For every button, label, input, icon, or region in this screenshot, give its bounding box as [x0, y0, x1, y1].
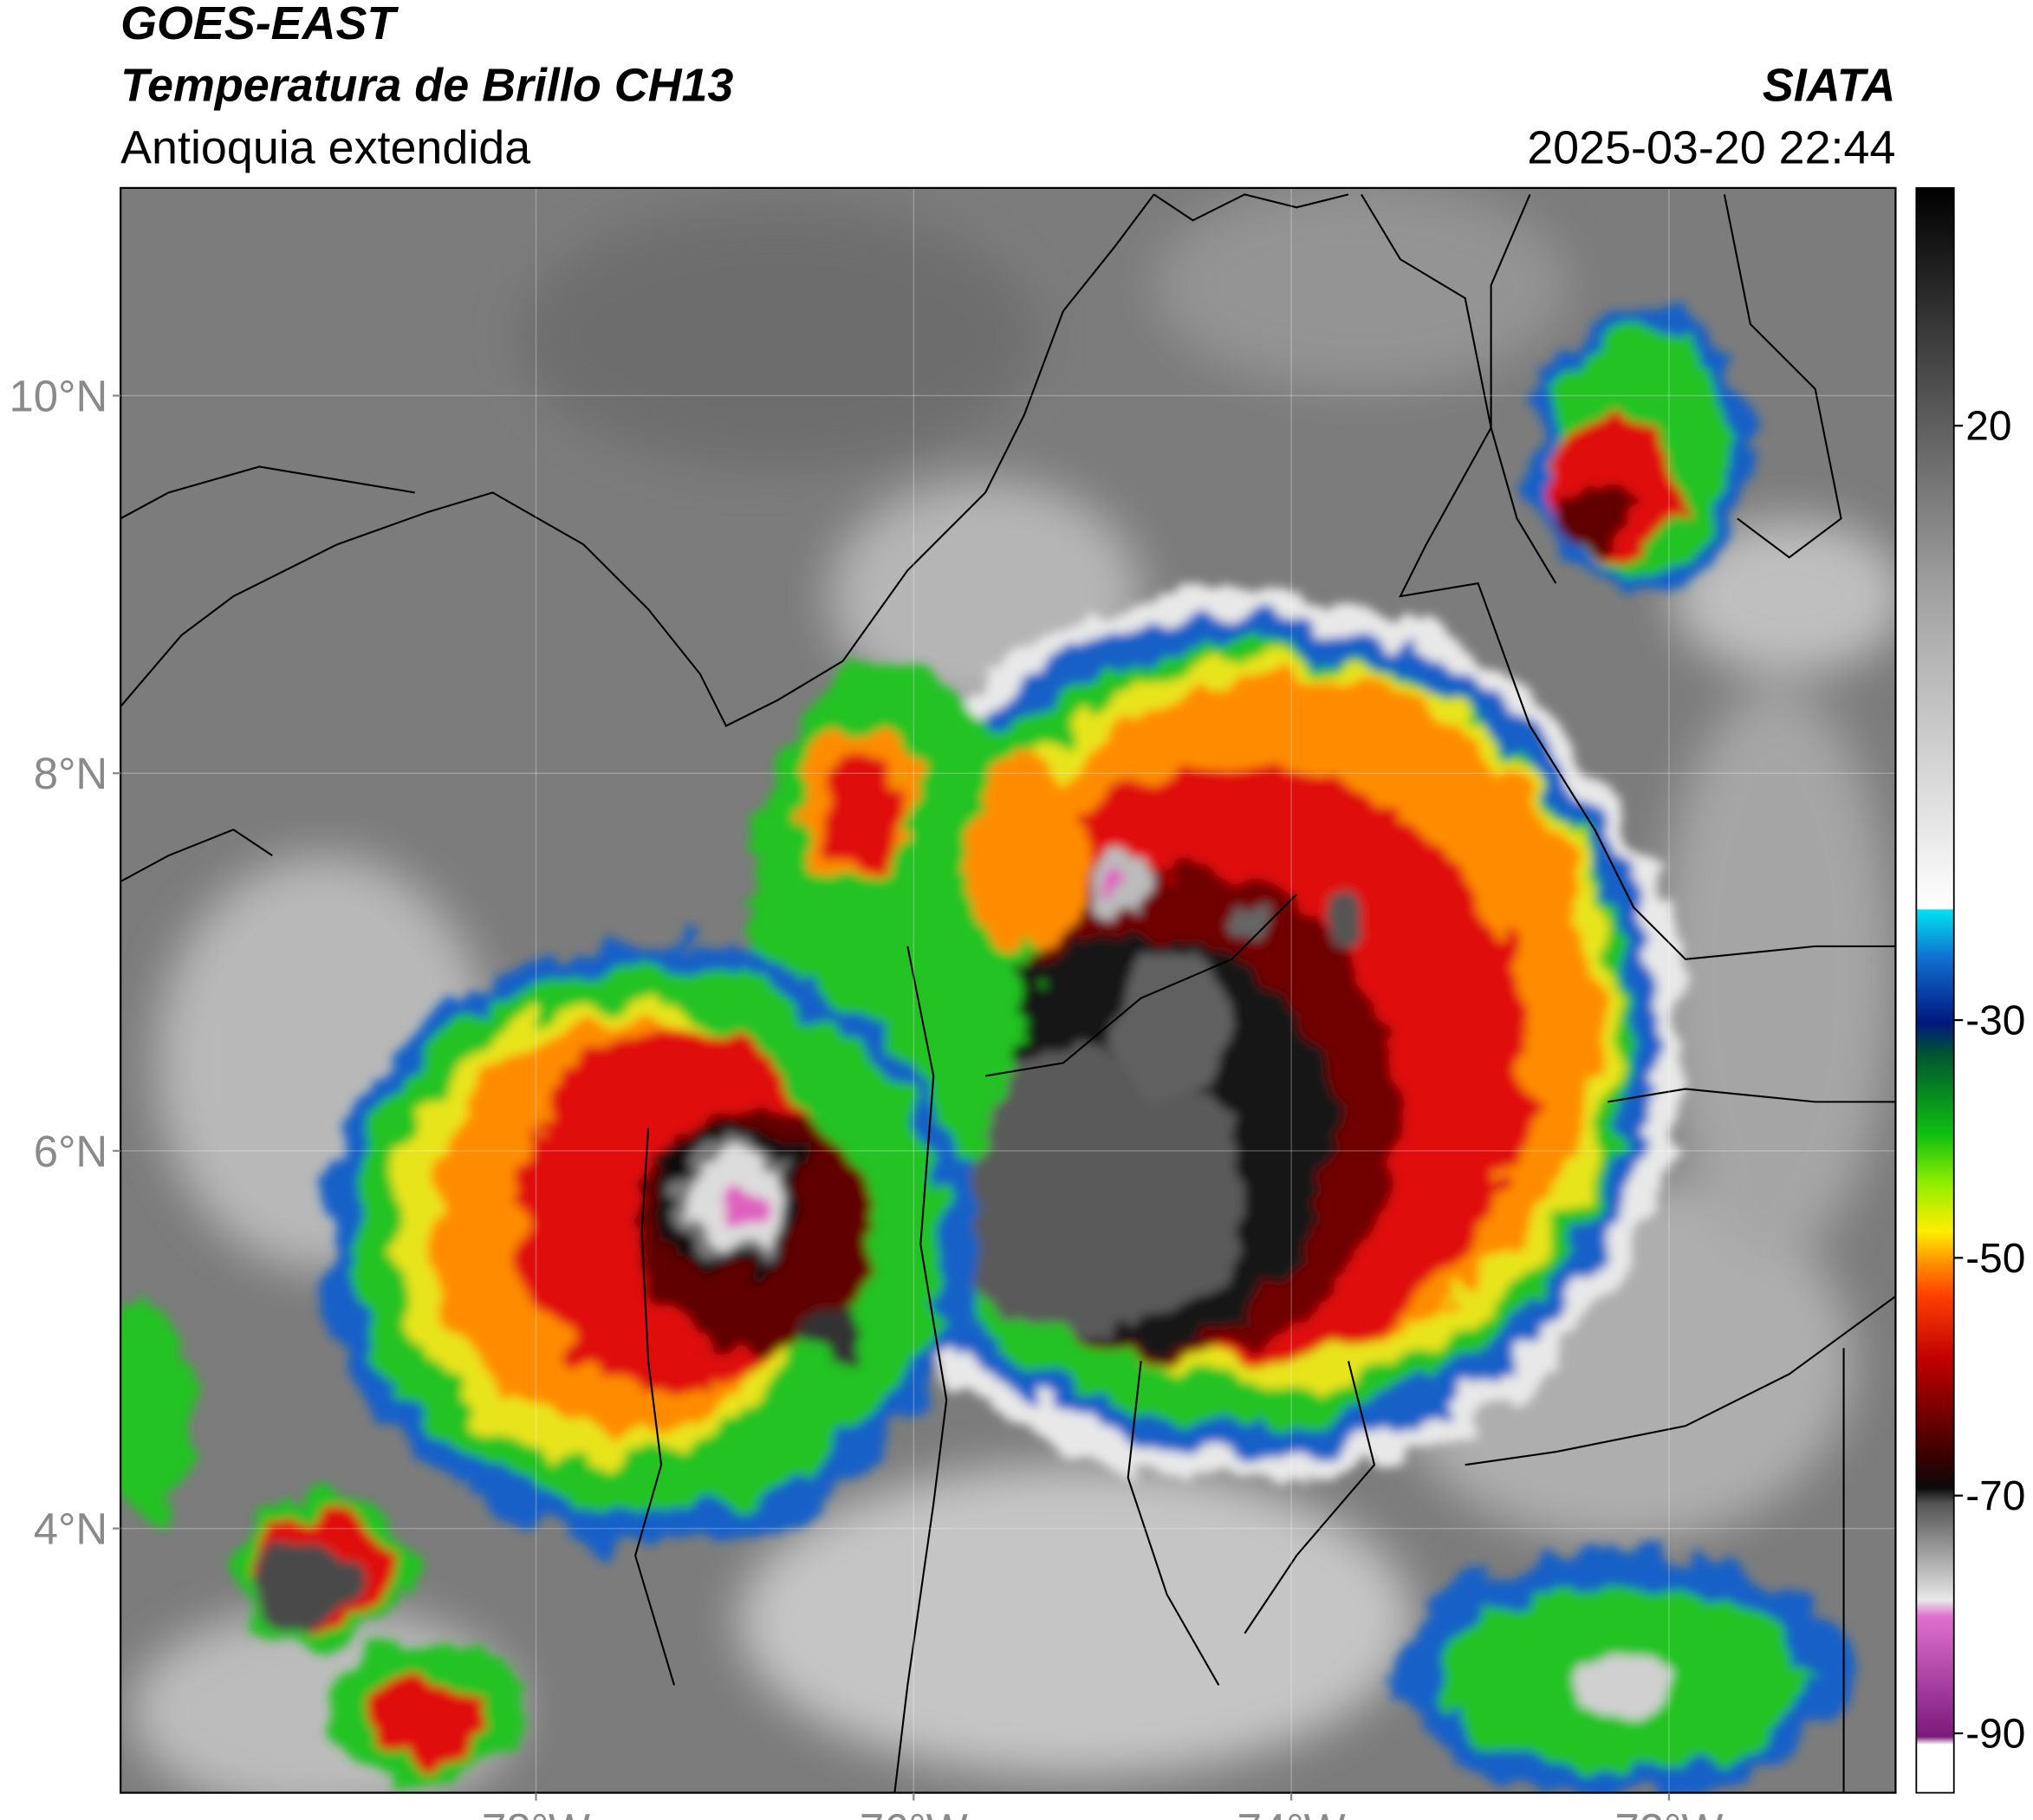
grid [120, 187, 1896, 1793]
y-tick-label: 6°N [34, 1127, 107, 1176]
x-tick-label: 76°W [860, 1804, 968, 1820]
y-tick-label: 4°N [34, 1505, 107, 1554]
datetime: 2025-03-20 22:44 [1527, 121, 1895, 173]
map-frame [120, 186, 1897, 1794]
colorbar-tick-label: -70 [1965, 1473, 2025, 1519]
colorbar-tick-label: -90 [1965, 1711, 2025, 1757]
region: Antioquia extendida [120, 121, 530, 173]
colorbar-tick-label: -50 [1965, 1236, 2025, 1282]
colorbar-tick-label: -30 [1965, 998, 2025, 1043]
x-tick-label: 74°W [1237, 1804, 1346, 1820]
subtitle: Temperatura de Brillo CH13 [120, 60, 733, 112]
satellite-image [120, 187, 1896, 1793]
borders [120, 193, 1896, 1793]
x-tick-label: 78°W [482, 1804, 590, 1820]
y-tick-label: 10°N [10, 371, 108, 420]
x-tick-label: 72°W [1614, 1804, 1723, 1820]
colorbar-tick-label: 20 [1965, 404, 2011, 450]
source: SIATA [1763, 60, 1896, 112]
title: GOES-EAST [120, 0, 399, 49]
y-tick-label: 8°N [34, 749, 107, 798]
colorbar [1915, 186, 1955, 1794]
